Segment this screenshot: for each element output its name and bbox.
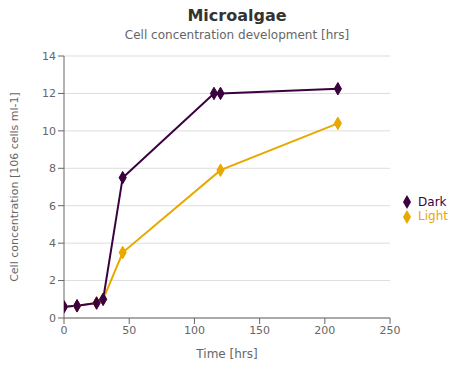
svg-text:Time [hrs]: Time [hrs] xyxy=(195,347,257,361)
svg-text:100: 100 xyxy=(184,324,205,337)
html-text:Microalgae: Microalgae xyxy=(187,6,287,25)
svg-text:12: 12 xyxy=(42,87,56,100)
svg-text:150: 150 xyxy=(249,324,270,337)
svg-text:4: 4 xyxy=(49,237,56,250)
html-text:Cell concentration development: Cell concentration development [hrs] xyxy=(124,28,350,42)
svg-text:50: 50 xyxy=(122,324,136,337)
html-text:Dark: Dark xyxy=(418,194,447,209)
svg-text:Cell concentration [106 cells: Cell concentration [106 cells ml-1] xyxy=(8,92,21,282)
svg-text:8: 8 xyxy=(49,162,56,175)
svg-text:250: 250 xyxy=(380,324,401,337)
html-text:Light: Light xyxy=(418,209,448,223)
svg-text:0: 0 xyxy=(49,312,56,325)
svg-text:6: 6 xyxy=(49,200,56,213)
svg-text:10: 10 xyxy=(42,125,56,138)
svg-text:200: 200 xyxy=(314,324,335,337)
svg-text:0: 0 xyxy=(61,324,68,337)
svg-text:14: 14 xyxy=(42,50,56,63)
svg-text:2: 2 xyxy=(49,274,56,287)
